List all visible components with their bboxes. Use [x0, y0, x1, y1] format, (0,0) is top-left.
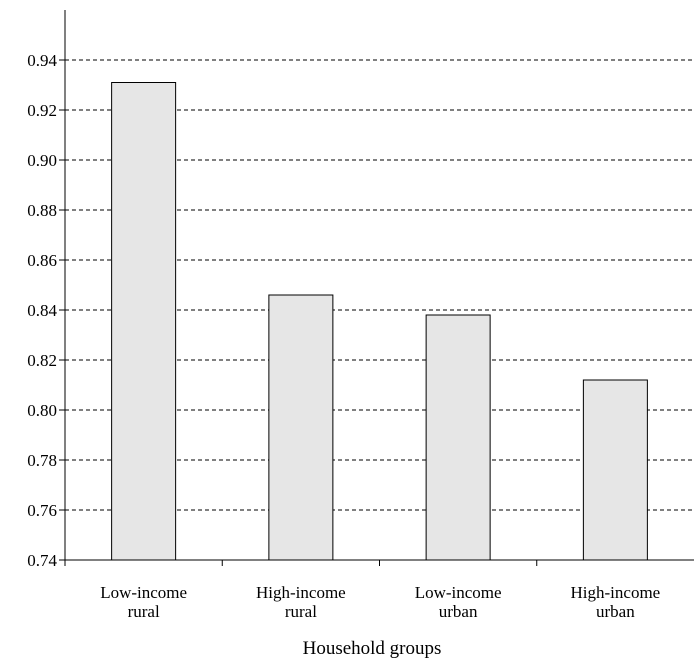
x-tick-label: High-income	[256, 583, 346, 602]
bar	[425, 314, 491, 561]
y-tick-label: 0.82	[27, 351, 57, 370]
axes	[59, 10, 694, 566]
y-tick-label: 0.92	[27, 101, 57, 120]
y-tick-label: 0.86	[27, 251, 57, 270]
y-tick-label: 0.74	[27, 551, 57, 570]
bar	[268, 294, 334, 561]
x-tick-label: Low-income	[415, 583, 502, 602]
y-tick-label: 0.90	[27, 151, 57, 170]
x-tick-label: urban	[439, 602, 478, 621]
x-tick-label: High-income	[571, 583, 661, 602]
x-tick-label: Low-income	[100, 583, 187, 602]
x-tick-labels: Low-incomeruralHigh-incomeruralLow-incom…	[100, 583, 660, 621]
bar	[111, 82, 177, 561]
bars	[111, 82, 648, 561]
bar	[582, 379, 648, 561]
y-tick-labels: 0.74 0.76 0.78 0.80 0.82 0.84 0.86 0.88 0.90 0.92…	[27, 51, 57, 570]
x-axis-title: Household groups	[303, 638, 442, 659]
y-tick-label: 0.84	[27, 301, 57, 320]
y-tick-label: 0.80	[27, 401, 57, 420]
y-tick-label: 0.78	[27, 451, 57, 470]
y-tick-label: 0.76	[27, 501, 57, 520]
y-tick-label: 0.94	[27, 51, 57, 70]
x-tick-label: rural	[285, 602, 317, 621]
y-tick-label: 0.88	[27, 201, 57, 220]
x-tick-label: rural	[128, 602, 160, 621]
x-tick-label: urban	[596, 602, 635, 621]
